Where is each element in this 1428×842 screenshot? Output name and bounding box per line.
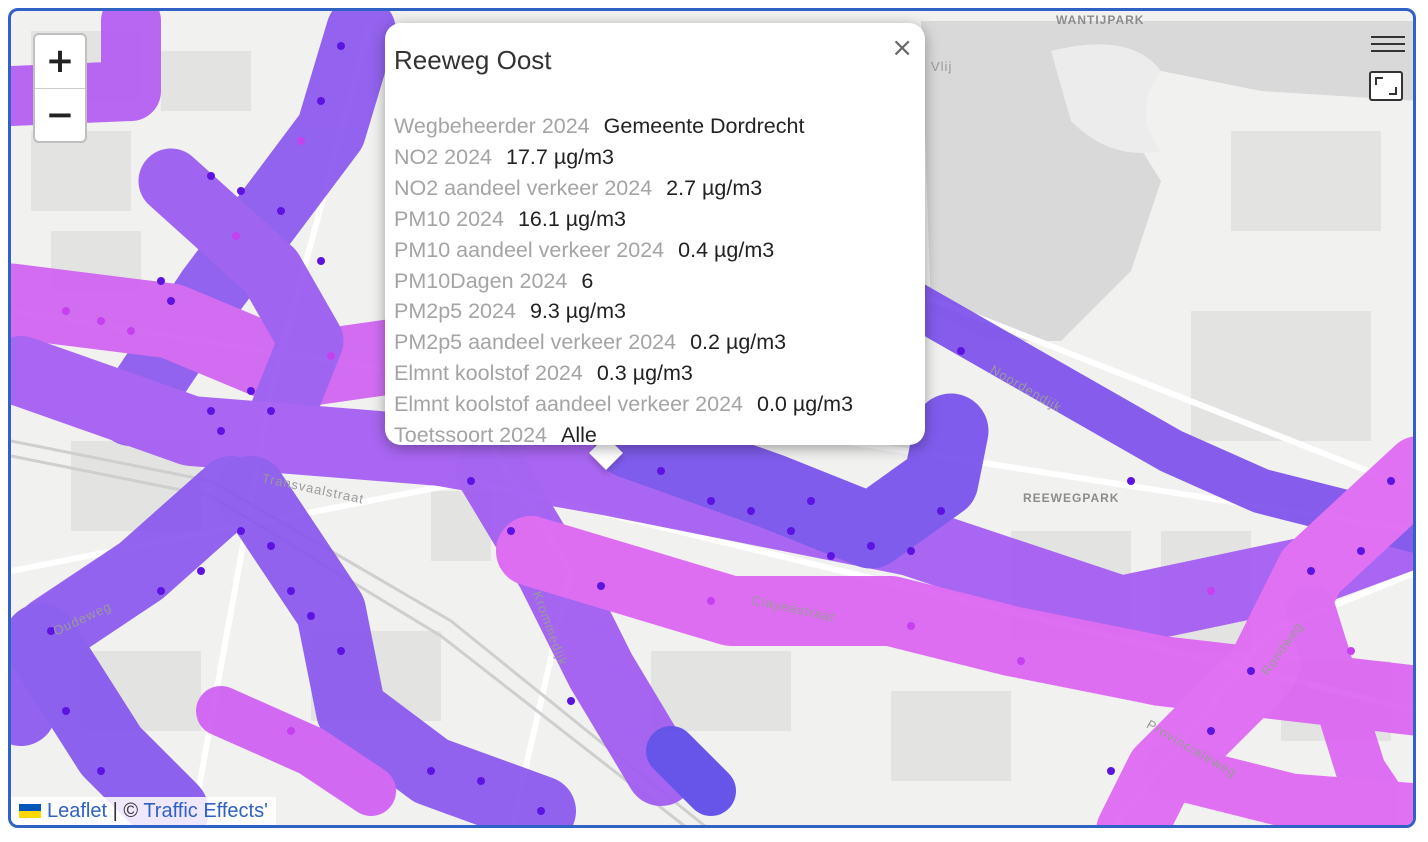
map-container[interactable]: Transvaalstraat Krommedijk Clayeastraat … <box>8 8 1416 828</box>
measurement-points-secondary <box>62 137 1355 735</box>
feature-popup: Reeweg Oost × Wegbeheerder 2024 Gemeente … <box>385 23 925 447</box>
row-label: Toetssoort 2024 <box>394 423 547 448</box>
zoom-out-button[interactable]: − <box>35 88 85 141</box>
popup-row: Elmnt koolstof 2024 0.3 µg/m3 <box>394 358 853 389</box>
row-value: 0.2 µg/m3 <box>690 330 787 355</box>
area-label-wantijpark: WANTIJPARK <box>1056 13 1145 27</box>
attribution-separator: | © <box>112 800 139 822</box>
ukraine-flag-icon <box>19 804 41 818</box>
leaflet-link[interactable]: Leaflet <box>47 800 108 822</box>
row-value: Alle <box>561 423 597 448</box>
popup-row: Elmnt koolstof aandeel verkeer 2024 0.0 µ… <box>394 389 853 420</box>
row-label: Elmnt koolstof aandeel verkeer 2024 <box>394 392 743 417</box>
popup-row: Toetssoort 2024 Alle <box>394 420 853 451</box>
popup-attributes: Wegbeheerder 2024 Gemeente Dordrecht NO2 … <box>394 111 853 451</box>
traffic-effects-link[interactable]: Traffic Effects' <box>143 800 268 822</box>
row-value: 9.3 µg/m3 <box>529 299 626 324</box>
row-label: PM10 aandeel verkeer 2024 <box>394 237 665 262</box>
zoom-in-button[interactable]: + <box>45 41 75 81</box>
row-label: Elmnt koolstof 2024 <box>394 361 583 386</box>
row-value: 17.7 µg/m3 <box>506 144 615 169</box>
zoom-control: + − <box>33 33 87 143</box>
row-value: 6 <box>581 268 594 293</box>
popup-row: PM10 2024 16.1 µg/m3 <box>394 204 853 235</box>
row-value: 16.1 µg/m3 <box>517 206 626 231</box>
row-value: Gemeente Dordrecht <box>603 114 805 138</box>
popup-row: PM10Dagen 2024 6 <box>394 266 853 297</box>
area-label-reewegpark: REEWEGPARK <box>1023 491 1120 505</box>
popup-row: PM2p5 2024 9.3 µg/m3 <box>394 296 853 327</box>
row-value: 0.4 µg/m3 <box>678 237 775 262</box>
popup-title: Reeweg Oost <box>394 45 552 75</box>
row-label: PM10 2024 <box>394 206 504 231</box>
popup-row: NO2 aandeel verkeer 2024 2.7 µg/m3 <box>394 173 853 204</box>
close-icon[interactable]: × <box>891 33 913 63</box>
street-label-vlij: Vlij <box>931 59 953 74</box>
row-label: Wegbeheerder 2024 <box>394 114 590 138</box>
row-label: PM2p5 aandeel verkeer 2024 <box>394 330 677 355</box>
popup-row: PM10 aandeel verkeer 2024 0.4 µg/m3 <box>394 235 853 266</box>
row-label: NO2 aandeel verkeer 2024 <box>394 175 653 200</box>
fullscreen-icon[interactable] <box>1369 71 1403 101</box>
row-label: PM10Dagen 2024 <box>394 268 568 293</box>
attribution: Leaflet | © Traffic Effects' <box>11 797 276 825</box>
popup-row: PM2p5 aandeel verkeer 2024 0.2 µg/m3 <box>394 327 853 358</box>
popup-row: Wegbeheerder 2024 Gemeente Dordrecht <box>394 111 853 142</box>
island <box>1051 44 1161 154</box>
row-value: 0.3 µg/m3 <box>596 361 693 386</box>
popup-row: NO2 2024 17.7 µg/m3 <box>394 142 853 173</box>
row-label: NO2 2024 <box>394 144 493 169</box>
layers-menu-icon[interactable] <box>1371 31 1405 57</box>
row-label: PM2p5 2024 <box>394 299 516 324</box>
measurement-points <box>47 42 1395 815</box>
row-value: 2.7 µg/m3 <box>666 175 763 200</box>
row-value: 0.0 µg/m3 <box>757 392 854 417</box>
water-area <box>921 21 1413 341</box>
